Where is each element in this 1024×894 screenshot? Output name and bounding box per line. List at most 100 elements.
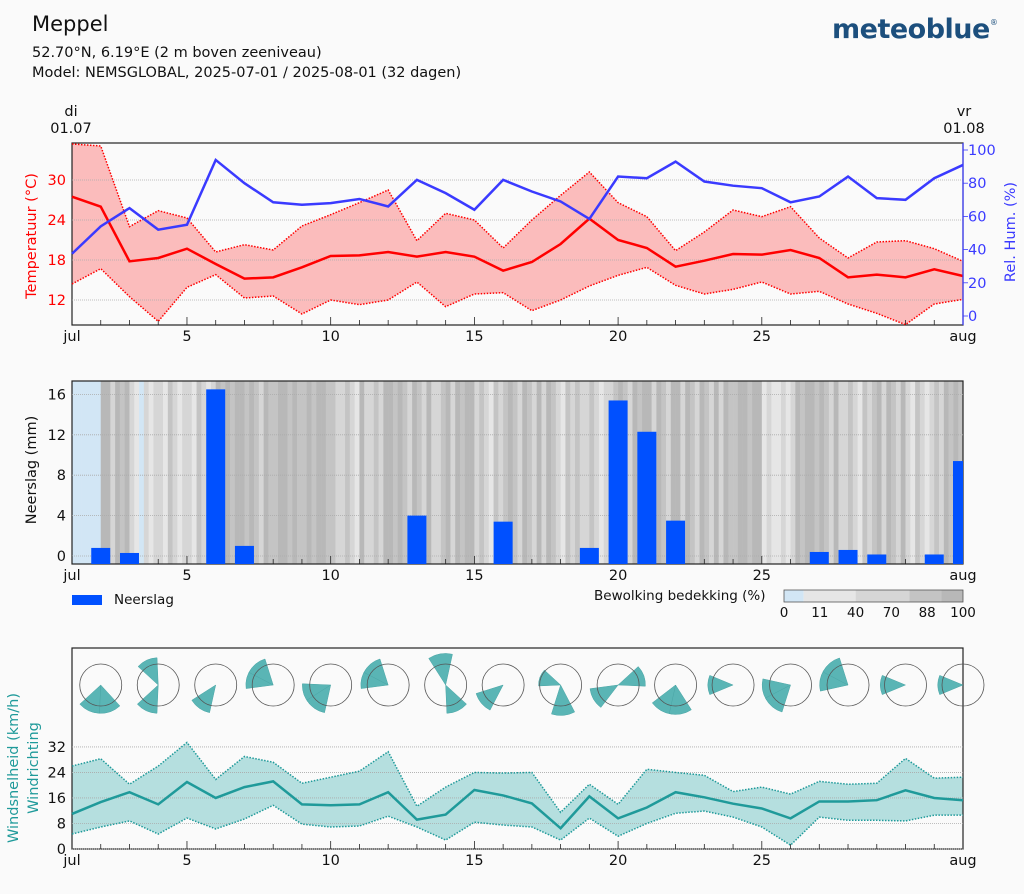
cloud-cover-stripe bbox=[728, 381, 734, 564]
y2-tick-label: 0 bbox=[968, 309, 977, 325]
cloud-cover-stripe bbox=[301, 381, 308, 564]
x-tick-label: 20 bbox=[609, 853, 627, 869]
wind-rose-sector bbox=[765, 684, 791, 713]
cloud-cover-stripe bbox=[364, 381, 370, 564]
precipitation-bar bbox=[838, 549, 858, 564]
end-weekday: vr bbox=[956, 104, 972, 120]
temperature-mean-line bbox=[71, 195, 964, 280]
cloud-cover-stripe bbox=[565, 381, 571, 564]
y-tick-label: 18 bbox=[48, 253, 66, 269]
cloud-cover-stripe bbox=[345, 381, 351, 564]
cloud-cover-stripe bbox=[196, 381, 202, 564]
cloud-cover-stripe bbox=[378, 381, 384, 564]
cloud-cover-stripe bbox=[254, 381, 260, 564]
cloud-cover-stripe bbox=[742, 381, 748, 564]
temperature-axis-label: Temperatuur (°C) bbox=[24, 173, 40, 300]
location-title: Meppel bbox=[32, 12, 109, 36]
cloud-cover-stripe bbox=[737, 381, 743, 564]
cloud-cover-stripe bbox=[948, 381, 954, 564]
x-tick-label: 20 bbox=[609, 568, 627, 584]
cloud-cover-stripe bbox=[761, 381, 767, 564]
cloud-cover-stripe bbox=[421, 381, 427, 564]
wind-rose bbox=[651, 663, 697, 715]
cloud-cover-stripe bbox=[110, 381, 116, 564]
wind-rose-circle bbox=[366, 663, 410, 707]
end-date-label: vr 01.08 bbox=[936, 104, 992, 138]
wind-min-line bbox=[71, 804, 963, 847]
y2-tick-label: 100 bbox=[968, 143, 996, 159]
cloud-legend-tick: 11 bbox=[811, 605, 828, 621]
wind-rose bbox=[245, 658, 295, 707]
y-tick-label: 8 bbox=[57, 816, 66, 832]
cloud-cover-stripe bbox=[191, 381, 197, 564]
wind-rose-circle bbox=[481, 663, 525, 707]
cloud-cover-stripe bbox=[488, 381, 494, 564]
cloud-legend-tick: 88 bbox=[919, 605, 936, 621]
precipitation-cloud-panel: 0 4 8 12 16 jul 5 10 15 20 25 aug Neerslag (mm) 0 11 40… bbox=[24, 380, 977, 621]
cloud-cover-stripe bbox=[234, 381, 240, 564]
cloud-cover-stripe bbox=[258, 381, 264, 564]
cloud-legend-segment bbox=[909, 590, 942, 602]
cloud-cover-stripe bbox=[239, 381, 245, 564]
y-tick-label: 4 bbox=[57, 509, 66, 525]
cloud-cover-stripe bbox=[287, 381, 293, 564]
cloud-cover-stripe bbox=[867, 381, 873, 564]
cloud-cover-stripe bbox=[359, 381, 365, 564]
cloud-cover-stripe bbox=[186, 381, 193, 564]
cloud-cover-stripe bbox=[838, 381, 844, 564]
meteoblue-logo[interactable]: meteoblue® bbox=[832, 14, 998, 45]
wind-rose-circle bbox=[309, 663, 353, 707]
cloud-cover-stripe bbox=[268, 381, 274, 564]
x-tick-label: jul bbox=[62, 568, 80, 584]
cloud-cover-stripe bbox=[704, 381, 710, 564]
cloud-cover-stripe bbox=[100, 381, 106, 564]
y-tick-label: 0 bbox=[57, 549, 66, 565]
cloud-cover-stripe bbox=[316, 381, 322, 564]
cloud-cover-stripe bbox=[182, 381, 188, 564]
wind-rose-circle bbox=[884, 663, 927, 707]
cloud-cover-stripe bbox=[163, 381, 169, 564]
cloud-cover-stripe bbox=[369, 381, 375, 564]
wind-range-band bbox=[72, 742, 963, 846]
cloud-cover-stripe bbox=[95, 381, 102, 564]
cloud-cover-stripe bbox=[852, 381, 858, 564]
wind-rose bbox=[302, 663, 353, 713]
cloud-cover-stripe bbox=[800, 381, 806, 564]
cloud-cover-stripe bbox=[105, 381, 111, 564]
temperature-range-band bbox=[72, 144, 963, 325]
cloud-cover-stripe bbox=[498, 381, 504, 564]
registered-mark: ® bbox=[989, 18, 998, 27]
cloud-cover-stripe bbox=[273, 381, 279, 564]
x-tick-label: jul bbox=[62, 853, 80, 869]
y-tick-label: 12 bbox=[48, 293, 66, 309]
cloud-cover-stripe bbox=[416, 381, 422, 564]
cloud-cover-stripe bbox=[574, 381, 581, 564]
x-tick-label: 10 bbox=[321, 329, 339, 345]
cloud-cover-stripe bbox=[455, 381, 461, 564]
cloud-cover-stripe bbox=[713, 381, 719, 564]
cloud-cover-stripe bbox=[464, 381, 470, 564]
y2-tick-label: 80 bbox=[968, 176, 986, 192]
cloud-cover-stripe bbox=[895, 381, 902, 564]
cloud-cover-stripe bbox=[143, 381, 149, 564]
temperature-max-line bbox=[71, 143, 964, 263]
wind-rose-sector bbox=[99, 684, 121, 714]
cloud-cover-stripe bbox=[790, 381, 796, 564]
wind-rose-sector bbox=[707, 675, 734, 695]
precipitation-bar bbox=[407, 515, 427, 564]
wind-rose-sector bbox=[551, 684, 576, 716]
cloud-cover-stripe bbox=[699, 381, 705, 564]
cloud-cover-stripe bbox=[392, 381, 399, 564]
cloud-cover-stripe bbox=[771, 381, 777, 564]
precipitation-bar bbox=[234, 545, 254, 564]
x-tick-label: 20 bbox=[609, 329, 627, 345]
cloud-cover-stripe bbox=[397, 381, 403, 564]
wind-rose-circle bbox=[941, 663, 985, 707]
cloud-cover-stripe bbox=[426, 381, 432, 564]
cloud-cover-stripe bbox=[915, 381, 921, 564]
cloud-legend-segment bbox=[784, 590, 804, 602]
cloud-cover-stripe bbox=[431, 381, 437, 564]
wind-rose-sector bbox=[363, 658, 389, 686]
cloud-cover-stripe bbox=[546, 381, 552, 564]
